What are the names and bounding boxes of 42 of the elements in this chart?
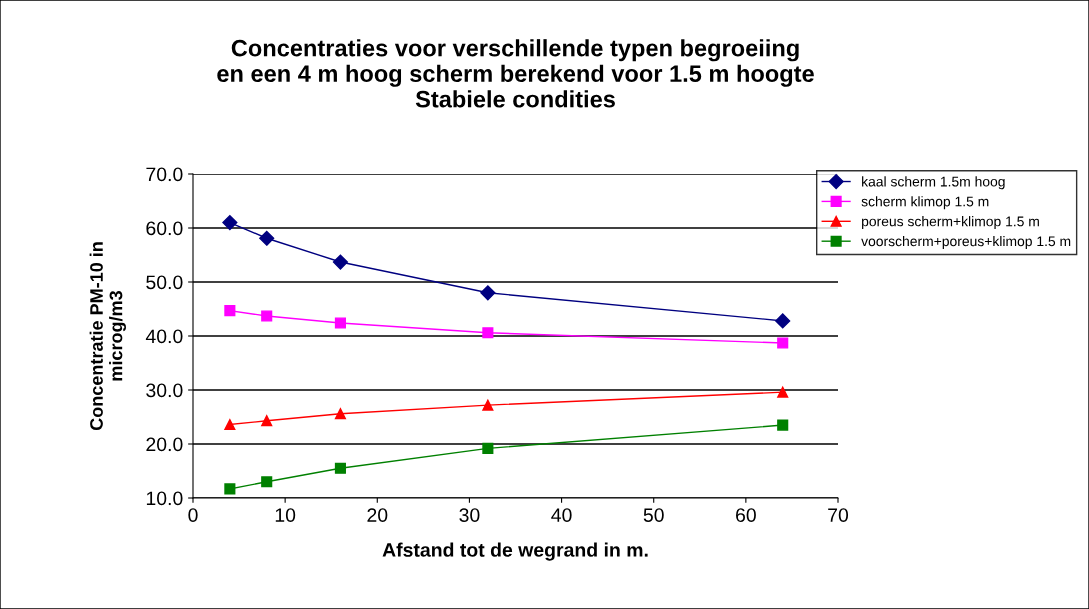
point [334, 408, 346, 420]
y-tick-label: 10.0 [146, 491, 183, 506]
point [261, 415, 273, 427]
point [777, 386, 789, 398]
point [334, 317, 346, 329]
point [777, 419, 789, 431]
x-tick-label: 20 [367, 508, 388, 522]
legend-label: voorscherm+poreus+klimop 1.5 m [861, 235, 1071, 249]
x-tick-label: 60 [736, 508, 756, 522]
legend-label: poreus scherm+klimop 1.5 m [862, 216, 1039, 230]
point [224, 483, 236, 495]
y-tick-label: 70.0 [146, 167, 183, 182]
y-tick-label: 40.0 [145, 329, 183, 344]
legend-label: scherm klimop 1.5 m [861, 196, 989, 210]
y-tick-label: 20.0 [146, 437, 183, 452]
point [482, 327, 494, 339]
legend-label: kaal scherm 1.5m hoog [862, 176, 1005, 190]
point [224, 305, 236, 317]
point [261, 310, 273, 322]
point [775, 313, 791, 329]
chart-title: Concentraties voor verschillende typen begroeiing en een 4 m hoog scherm berekend voor 1.5 m hoogte Stabiele condities [217, 39, 814, 108]
x-tick-label: 70 [828, 508, 849, 522]
x-tick-label: 50 [643, 508, 664, 522]
x-tick-label: 30 [459, 508, 480, 522]
x-tick-label: 10 [275, 508, 296, 522]
point [482, 399, 494, 411]
point [259, 230, 275, 246]
x-axis-title: Afstand tot de wegrand in m. [382, 542, 648, 561]
y-tick-label: 60.0 [146, 221, 183, 236]
x-tick-label: 40 [551, 508, 572, 522]
y-axis-title: Concentratie PM-10 in microg/m3 [89, 242, 126, 431]
point [332, 254, 348, 270]
point [480, 285, 496, 301]
point [222, 215, 238, 231]
point [777, 337, 789, 349]
x-tick-label: 0 [188, 508, 198, 522]
y-tick-label: 30.0 [146, 383, 183, 398]
point [224, 419, 236, 431]
point [482, 442, 494, 454]
y-tick-label: 50.0 [146, 275, 183, 290]
point [334, 462, 346, 474]
point [261, 476, 273, 488]
